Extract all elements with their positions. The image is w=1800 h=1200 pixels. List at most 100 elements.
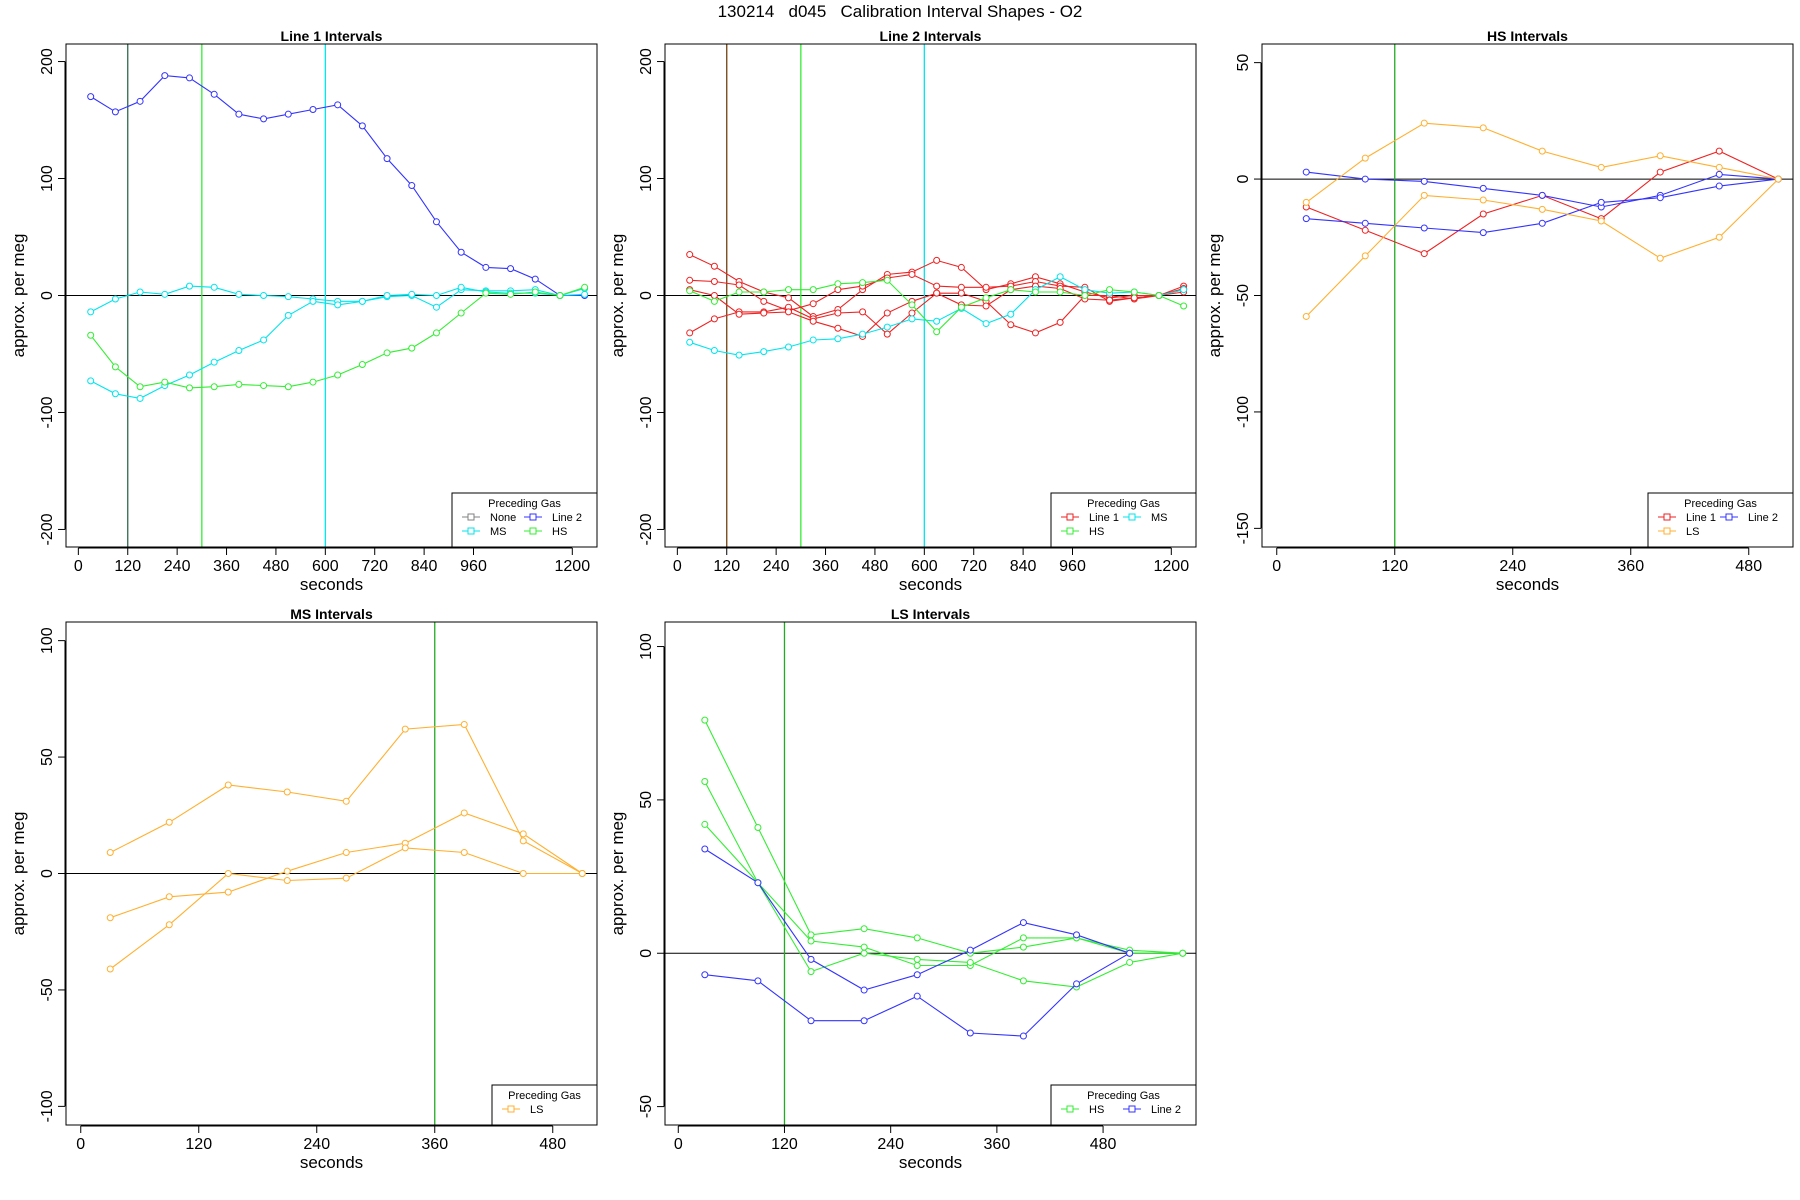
data-point (736, 289, 742, 295)
legend-swatch-marker (468, 528, 474, 534)
data-point (1657, 255, 1663, 261)
data-point (861, 926, 867, 932)
data-point (1598, 199, 1604, 205)
data-point (967, 959, 973, 965)
x-tick-label: 240 (1499, 558, 1526, 575)
data-point (702, 778, 708, 784)
data-point (186, 385, 192, 391)
data-point (1480, 185, 1486, 191)
data-point (520, 831, 526, 837)
x-tick-label: 0 (674, 1136, 683, 1153)
x-tick-label: 360 (421, 1136, 448, 1153)
x-tick-label: 1200 (1154, 558, 1190, 575)
data-point (508, 266, 514, 272)
data-point (1716, 171, 1722, 177)
x-tick-label: 360 (984, 1136, 1011, 1153)
data-point (1657, 169, 1663, 175)
series-line (1306, 123, 1778, 202)
legend-swatch-marker (530, 514, 536, 520)
data-point (402, 726, 408, 732)
legend: Preceding GasHS Line 2 (1051, 1085, 1196, 1125)
x-tick-label: 120 (185, 1136, 212, 1153)
data-point (186, 283, 192, 289)
data-point (884, 310, 890, 316)
data-point (1020, 935, 1026, 941)
y-axis-label: approx. per meg (1205, 234, 1224, 358)
data-point (785, 287, 791, 293)
data-point (582, 284, 588, 290)
data-point (914, 963, 920, 969)
data-point (402, 845, 408, 851)
data-point (335, 102, 341, 108)
data-point (958, 284, 964, 290)
x-tick-label: 240 (877, 1136, 904, 1153)
x-tick-label: 360 (213, 558, 240, 575)
y-tick-label: 0 (638, 291, 655, 300)
y-tick-label: -50 (1235, 284, 1252, 307)
legend-label: Line 1 (1089, 512, 1119, 524)
y-tick-label: 50 (1235, 54, 1252, 72)
data-point (225, 871, 231, 877)
series-line (1306, 179, 1778, 316)
data-point (967, 1030, 973, 1036)
legend: Preceding Gas Line 1 Line 2 LS (1648, 493, 1793, 547)
data-point (1127, 959, 1133, 965)
data-point (211, 384, 217, 390)
chart-panel-3: HS Intervals0 120 240 360 480seconds-150-100… (1205, 28, 1793, 594)
data-point (310, 379, 316, 385)
plot-area (665, 44, 1196, 547)
data-point (433, 293, 439, 299)
data-point (810, 301, 816, 307)
data-point (461, 721, 467, 727)
data-point (1074, 981, 1080, 987)
y-axis-label: approx. per meg (9, 234, 28, 358)
data-point (1421, 178, 1427, 184)
data-point (1032, 330, 1038, 336)
legend: Preceding GasLS (492, 1085, 597, 1125)
data-point (211, 91, 217, 97)
data-point (162, 379, 168, 385)
data-point (983, 303, 989, 309)
data-point (384, 156, 390, 162)
data-point (343, 875, 349, 881)
data-point (285, 384, 291, 390)
data-point (433, 330, 439, 336)
data-point (261, 383, 267, 389)
y-tick-label: 200 (39, 48, 56, 75)
data-point (1303, 199, 1309, 205)
plot-frame (665, 622, 1196, 1125)
data-point (785, 295, 791, 301)
data-point (909, 310, 915, 316)
data-point (687, 288, 693, 294)
data-point (1657, 153, 1663, 159)
legend-swatch-marker (1129, 1106, 1135, 1112)
data-point (1057, 289, 1063, 295)
data-point (285, 312, 291, 318)
plot-area (66, 44, 597, 547)
data-point (483, 290, 489, 296)
data-point (520, 871, 526, 877)
y-tick-label: -100 (638, 396, 655, 428)
data-point (1020, 978, 1026, 984)
data-point (761, 310, 767, 316)
data-point (1303, 313, 1309, 319)
y-axis-label: approx. per meg (9, 812, 28, 936)
data-point (1156, 293, 1162, 299)
x-tick-label: 1200 (555, 558, 591, 575)
data-point (808, 956, 814, 962)
data-point (711, 278, 717, 284)
data-point (755, 880, 761, 886)
legend-swatch-marker (468, 514, 474, 520)
x-tick-label: 240 (303, 1136, 330, 1153)
data-point (1020, 944, 1026, 950)
x-tick-label: 0 (673, 558, 682, 575)
data-point (1020, 1033, 1026, 1039)
data-point (211, 284, 217, 290)
data-point (1598, 218, 1604, 224)
data-point (785, 309, 791, 315)
data-point (384, 293, 390, 299)
data-point (810, 287, 816, 293)
legend-label: None (490, 512, 516, 524)
data-point (736, 352, 742, 358)
y-tick-label: 0 (39, 869, 56, 878)
